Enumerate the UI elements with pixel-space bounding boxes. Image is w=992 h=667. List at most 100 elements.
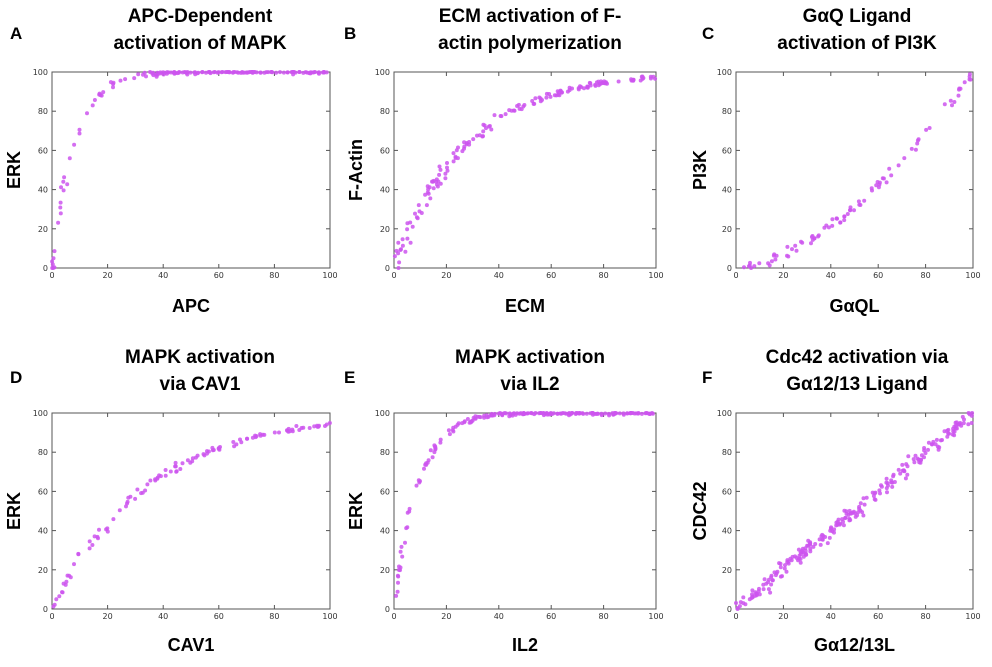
chart-title-line: activation of MAPK	[113, 33, 286, 54]
data-point	[842, 508, 847, 513]
data-point	[52, 265, 57, 270]
data-point	[818, 542, 823, 547]
data-point	[235, 70, 240, 75]
data-point	[503, 112, 508, 117]
data-point	[59, 185, 63, 190]
data-point	[101, 90, 106, 95]
data-point	[625, 411, 630, 416]
data-point	[462, 140, 467, 145]
data-point	[262, 432, 267, 437]
data-point	[173, 460, 178, 465]
data-point	[92, 534, 97, 539]
data-point	[67, 156, 72, 161]
data-point	[841, 519, 845, 524]
data-point	[148, 70, 153, 74]
data-point	[879, 484, 884, 489]
data-point	[915, 138, 920, 143]
data-point	[845, 212, 850, 216]
data-point	[180, 70, 185, 75]
y-tick-label: 100	[33, 68, 48, 77]
data-point	[887, 166, 892, 171]
data-point	[595, 411, 600, 416]
y-tick-label: 20	[38, 225, 48, 234]
data-point	[327, 421, 332, 425]
data-point	[581, 411, 586, 416]
scatter-series	[734, 411, 975, 611]
data-point	[57, 594, 62, 599]
y-tick-label: 60	[38, 487, 48, 496]
data-point	[585, 85, 590, 90]
data-point	[111, 85, 115, 90]
data-point	[477, 133, 482, 138]
data-point	[307, 426, 312, 430]
data-point	[769, 575, 774, 580]
data-point	[272, 430, 277, 435]
data-point	[905, 464, 910, 469]
data-point	[301, 70, 306, 75]
chart-title-line: MAPK activation	[455, 347, 605, 368]
data-point	[320, 70, 325, 75]
data-point	[766, 587, 771, 592]
data-point	[557, 90, 561, 95]
x-tick-label: 100	[322, 612, 337, 621]
data-point	[437, 164, 442, 169]
data-point	[416, 478, 421, 483]
data-point	[309, 70, 314, 75]
data-point	[640, 76, 645, 81]
data-point	[408, 240, 413, 245]
data-point	[196, 70, 201, 75]
data-point	[277, 430, 281, 435]
data-point	[968, 77, 973, 82]
y-axis-label: ERK	[4, 492, 24, 530]
data-point	[145, 482, 150, 487]
data-point	[957, 87, 961, 92]
data-point	[61, 581, 66, 586]
data-point	[741, 601, 746, 606]
data-point	[913, 147, 918, 152]
data-point	[945, 434, 950, 439]
data-point	[161, 70, 166, 75]
data-point	[410, 224, 415, 229]
data-point	[405, 525, 410, 530]
data-point	[139, 491, 144, 496]
data-point	[415, 216, 420, 221]
data-point	[223, 70, 228, 75]
data-point	[90, 103, 95, 108]
data-point	[874, 183, 879, 188]
data-point	[165, 70, 170, 75]
chart-title-line: activation of PI3K	[777, 33, 937, 54]
y-tick-label: 80	[380, 107, 390, 116]
data-point	[544, 91, 549, 96]
data-point	[163, 473, 168, 478]
data-point	[431, 186, 436, 191]
data-point	[204, 70, 208, 75]
plot-area	[393, 71, 657, 269]
data-point	[105, 529, 110, 534]
data-point	[820, 532, 825, 537]
data-point	[570, 411, 575, 415]
data-point	[216, 446, 221, 451]
data-point	[952, 100, 957, 104]
data-point	[231, 70, 236, 75]
data-point	[788, 556, 793, 561]
plot-area	[735, 71, 974, 269]
data-point	[798, 557, 803, 561]
data-point	[111, 80, 116, 85]
data-point	[750, 588, 755, 593]
y-tick-label: 60	[722, 487, 732, 496]
panel-letter: E	[344, 368, 355, 387]
data-point	[592, 411, 597, 416]
data-point	[582, 86, 586, 91]
data-point	[460, 421, 465, 426]
data-point	[878, 491, 882, 496]
panel-letter: D	[10, 368, 22, 387]
data-point	[253, 435, 258, 440]
data-point	[192, 70, 197, 75]
data-point	[754, 591, 759, 596]
data-point	[891, 472, 896, 477]
data-point	[262, 70, 267, 75]
data-point	[397, 260, 402, 265]
data-point	[603, 411, 608, 416]
data-point	[206, 449, 211, 454]
data-point	[77, 127, 82, 132]
